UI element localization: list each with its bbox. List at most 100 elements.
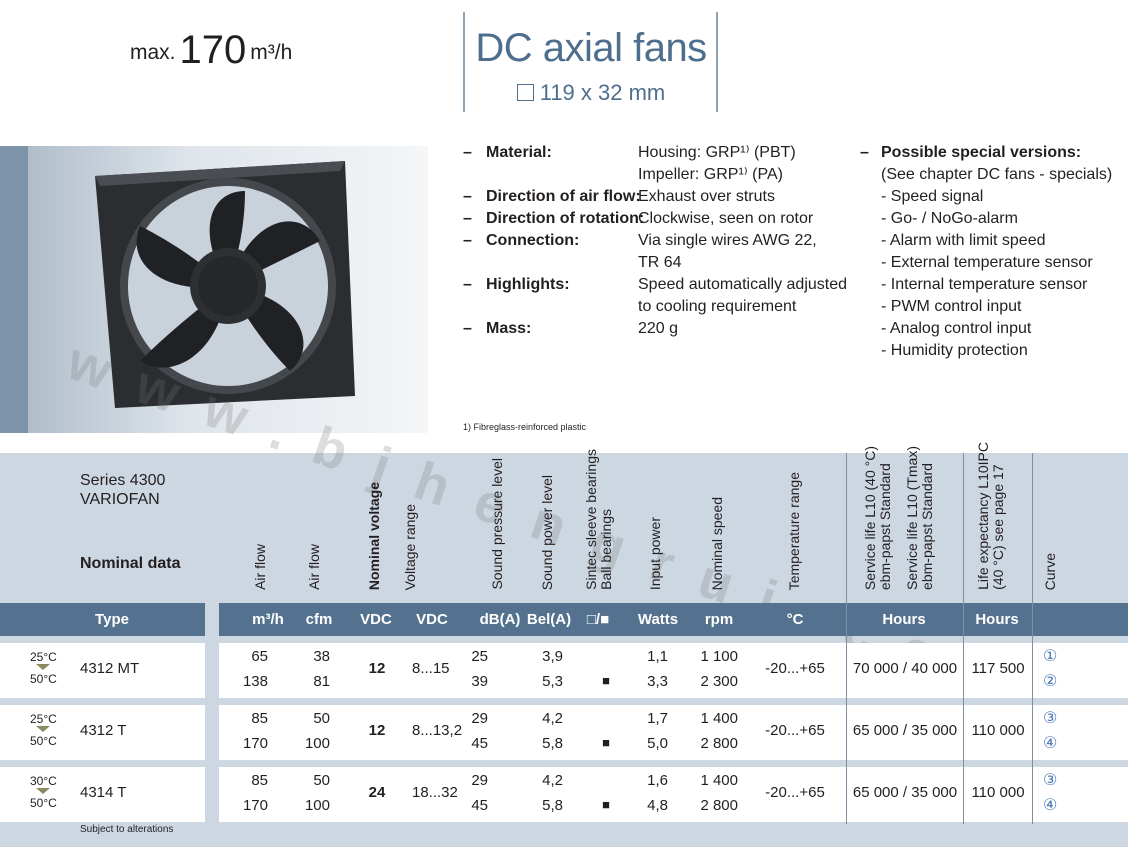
column-title: Temperature range [786, 471, 802, 590]
special-version-item: - Analog control input [881, 320, 1032, 337]
airflow-cfm: 38 [313, 648, 330, 665]
curve-link[interactable]: ③ [1043, 710, 1058, 727]
max-airflow: max. 170 m³/h [130, 28, 292, 73]
series-variant: VARIOFAN [80, 491, 160, 508]
spec-label: Material: [486, 144, 552, 161]
dash: – [463, 320, 472, 337]
unit-header: VDC [416, 611, 448, 628]
column-title-line: Input power [647, 516, 663, 590]
unit-header: Type [95, 611, 129, 628]
column-title: Sound power level [539, 475, 555, 590]
bearing-type: ■ [602, 797, 610, 812]
airflow-prefix: max. [130, 41, 176, 64]
fan-photo [0, 146, 428, 433]
series-label: Series 4300 VARIOFAN [80, 471, 165, 509]
dimensions-text: 119 x 32 mm [539, 80, 666, 105]
airflow-m3h: 65 [251, 648, 268, 665]
service-life: 65 000 / 35 000 [852, 722, 958, 739]
curve-link[interactable]: ② [1043, 673, 1058, 690]
unit-header: Bel(A) [526, 611, 572, 628]
column-title-line: Temperature range [786, 471, 802, 590]
input-power: 1,1 [647, 648, 668, 665]
dash: – [463, 210, 472, 227]
airflow-cfm: 100 [304, 797, 330, 814]
input-power: 1,7 [647, 710, 668, 727]
sound-pressure: 25 [471, 648, 488, 665]
subject-note: Subject to alterations [80, 824, 174, 835]
arrow-down-icon [36, 726, 50, 732]
nominal-data-label: Nominal data [80, 555, 181, 572]
spec-label: Highlights: [486, 276, 570, 293]
airflow-cfm: 50 [313, 710, 330, 727]
temp-high: 50°C [30, 734, 57, 748]
input-power: 4,8 [647, 797, 668, 814]
dash: – [463, 276, 472, 293]
special-version-item: - PWM control input [881, 298, 1022, 315]
table-header-bar [0, 603, 1128, 636]
arrow-down-icon [36, 664, 50, 670]
life-expectancy: 110 000 [971, 784, 1025, 801]
fan-image [95, 161, 355, 408]
column-title: Sound pressure level [489, 458, 505, 590]
page-title: DC axial fans [475, 26, 707, 70]
column-divider [212, 453, 219, 824]
column-title: Sintec sleeve bearings Ball bearings [583, 449, 614, 590]
square-icon [516, 84, 534, 101]
airflow-cfm: 100 [304, 735, 330, 752]
sound-pressure: 29 [471, 710, 488, 727]
type-name: 4314 T [80, 784, 127, 801]
dash: – [860, 144, 869, 161]
unit-header: cfm [305, 611, 333, 628]
dash: – [463, 144, 472, 161]
column-title-line: (40 °C) see page 17 [990, 464, 1006, 590]
airflow-m3h: 170 [242, 735, 268, 752]
column-divider [846, 453, 847, 824]
service-life: 70 000 / 40 000 [852, 660, 958, 677]
spec-label: Direction of rotation: [486, 210, 645, 227]
spec-value: Clockwise, seen on rotor [638, 210, 814, 227]
airflow-cfm: 81 [313, 673, 330, 690]
temp-high: 50°C [30, 796, 57, 810]
column-divider [205, 453, 212, 824]
column-title: Curve [1042, 553, 1058, 590]
airflow-m3h: 85 [251, 772, 268, 789]
spec-value: 220 g [638, 320, 679, 337]
column-title: Voltage range [402, 503, 418, 590]
column-title-line: Nominal speed [709, 496, 725, 590]
service-life: 65 000 / 35 000 [852, 784, 958, 801]
curve-link[interactable]: ① [1043, 648, 1058, 665]
unit-header: VDC [360, 611, 392, 628]
sound-power: 5,3 [542, 673, 563, 690]
unit-header: °C [786, 611, 804, 628]
spec-label: Mass: [486, 320, 532, 337]
spec-value: TR 64 [638, 254, 682, 271]
column-title: Life expectancy L10IPC (40 °C) see page 1… [975, 442, 1006, 590]
spec-value: Housing: GRP¹⁾ (PBT) [638, 144, 796, 161]
unit-header: m³/h [252, 611, 284, 628]
footnote: 1) Fibreglass-reinforced plastic [463, 422, 587, 432]
bearing-type: ■ [602, 735, 610, 750]
input-power: 1,6 [647, 772, 668, 789]
column-divider [963, 453, 964, 824]
airflow-value: 170 [179, 28, 247, 72]
airflow-m3h: 85 [251, 710, 268, 727]
column-title-line: Sintec sleeve bearings [583, 449, 599, 590]
column-title: Air flow [306, 544, 322, 590]
divider [463, 12, 465, 112]
curve-link[interactable]: ④ [1043, 797, 1058, 814]
curve-link[interactable]: ③ [1043, 772, 1058, 789]
special-versions-heading: Possible special versions: [881, 144, 1082, 161]
column-title-line: Sound pressure level [489, 458, 505, 590]
column-title-line: Voltage range [402, 503, 418, 590]
airflow-cfm: 50 [313, 772, 330, 789]
input-power: 3,3 [647, 673, 668, 690]
nominal-speed: 1 100 [700, 648, 738, 665]
table-row [0, 643, 205, 698]
curve-link[interactable]: ④ [1043, 735, 1058, 752]
unit-header: Hours [882, 611, 926, 628]
nominal-voltage: 12 [368, 660, 386, 677]
table-row [212, 643, 1128, 698]
column-title-line: Ball bearings [598, 509, 614, 590]
column-title-line: Life expectancy L10IPC [975, 442, 991, 590]
spec-label: Connection: [486, 232, 580, 249]
